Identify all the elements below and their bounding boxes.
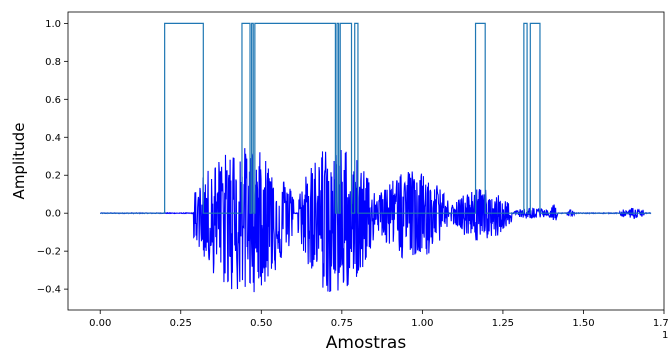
y-tick-label: 0.6 (45, 95, 61, 106)
y-tick-label: 1.0 (45, 19, 61, 30)
y-tick-label: 0.0 (45, 209, 61, 220)
y-tick-label: −0.4 (37, 285, 61, 296)
x-tick-label: 1.50 (572, 318, 594, 329)
x-tick-label: 0.50 (250, 318, 272, 329)
vad-mask-line (100, 22, 652, 214)
y-axis-ticks: −0.4 −0.2 0.0 0.2 0.4 0.6 0.8 1.0 (37, 19, 68, 296)
y-tick-label: −0.2 (37, 247, 61, 258)
y-axis-label: Amplitude (10, 123, 28, 200)
signal-line (99, 148, 652, 293)
y-tick-label: 0.8 (45, 57, 61, 68)
x-axis-ticks: 0.00 0.25 0.50 0.75 1.00 1.25 1.50 1.75 (89, 310, 668, 329)
vad-mask-series (100, 22, 652, 214)
x-tick-label: 0.75 (331, 318, 353, 329)
y-tick-label: 0.2 (45, 171, 61, 182)
x-tick-label: 1.75 (653, 318, 668, 329)
x-tick-label: 1.25 (492, 318, 514, 329)
plot-area-frame (67, 11, 665, 311)
x-axis-label: Amostras (326, 333, 407, 351)
y-tick-label: 0.4 (45, 133, 61, 144)
x-tick-label: 1.00 (411, 318, 433, 329)
x-tick-label: 0.00 (89, 318, 111, 329)
x-tick-label: 0.25 (170, 318, 192, 329)
signal-series (99, 148, 652, 293)
x-axis-offset-label: 1e6 (662, 330, 668, 341)
